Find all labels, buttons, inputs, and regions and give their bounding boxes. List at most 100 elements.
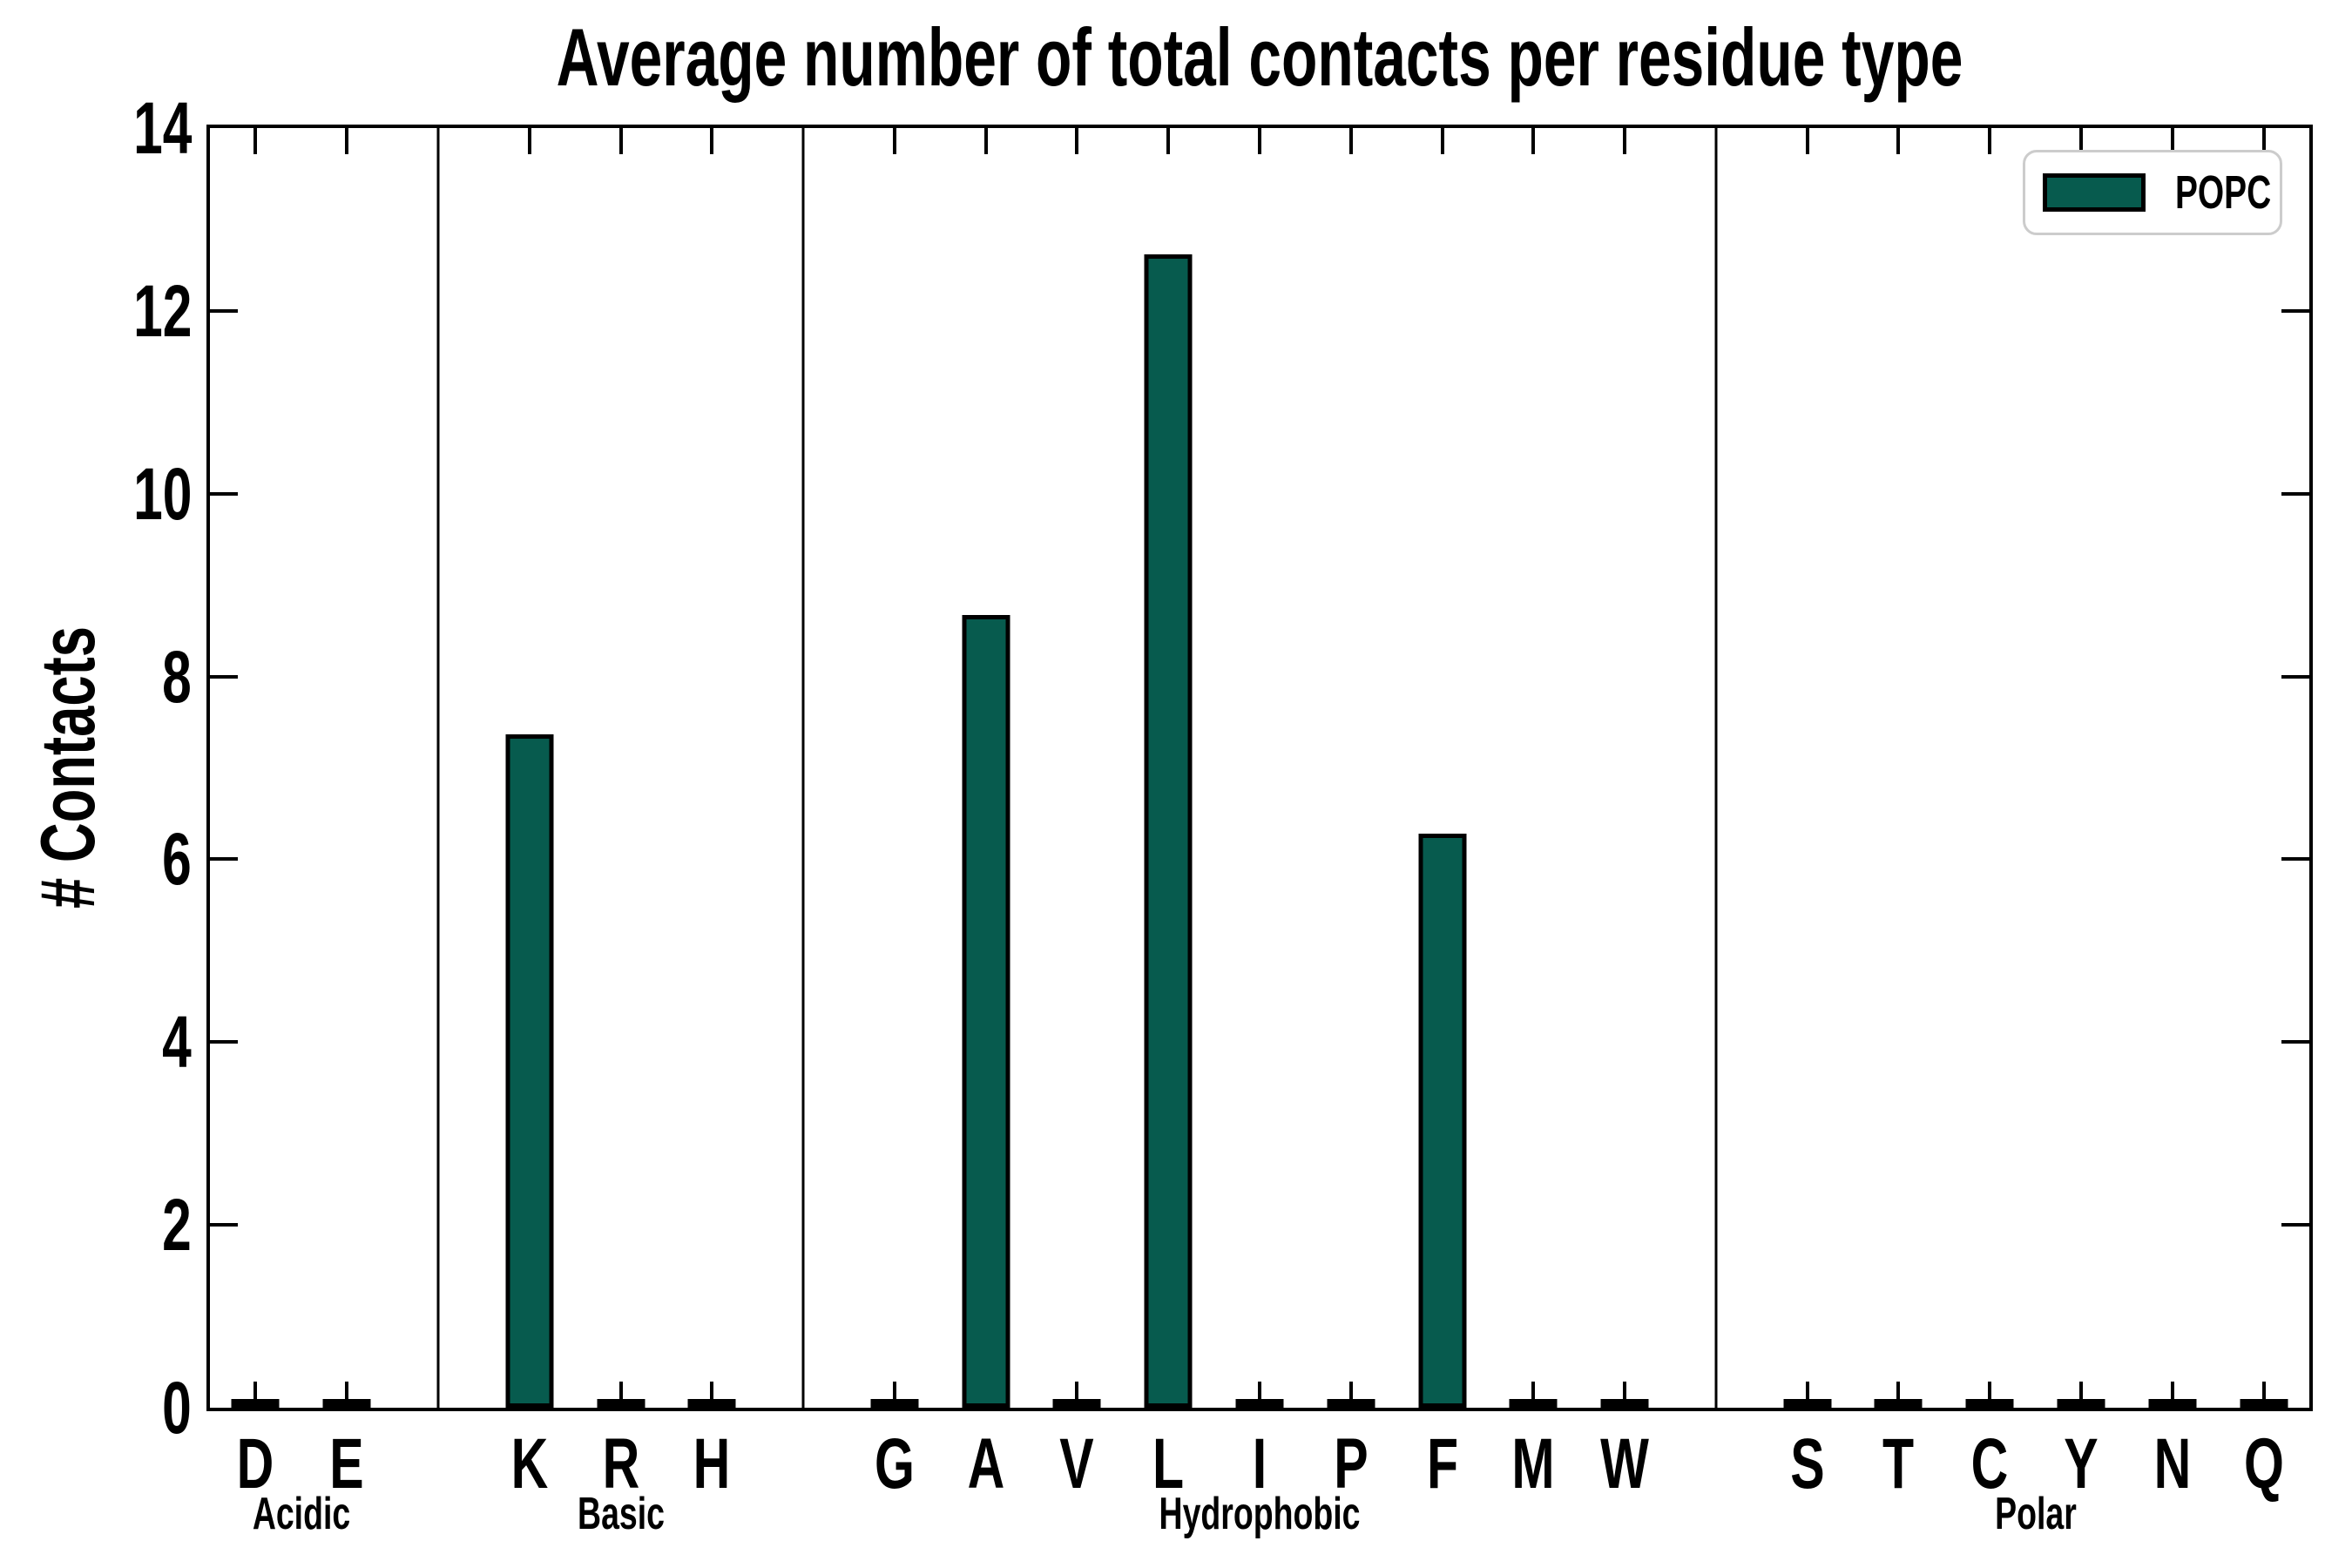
y-tick-label-text: 10: [132, 452, 192, 535]
x-tick-bottom-D: [253, 1382, 258, 1408]
x-tick-top-K: [527, 128, 531, 154]
bar-M: [1509, 1399, 1558, 1408]
bar-Y: [2057, 1399, 2105, 1408]
y-tick-left-8: [210, 674, 238, 679]
y-tick-right-2: [2281, 1223, 2309, 1227]
legend-label-text: POPC: [2175, 166, 2272, 219]
x-tick-bottom-H: [710, 1382, 714, 1408]
x-tick-label-S: S: [1783, 1429, 1831, 1500]
x-tick-top-D: [253, 128, 258, 154]
x-tick-label-text: F: [1426, 1424, 1458, 1504]
x-tick-top-I: [1258, 128, 1261, 154]
bar-V: [1052, 1399, 1101, 1408]
bar-W: [1600, 1399, 1649, 1408]
x-tick-top-M: [1531, 128, 1536, 154]
y-tick-right-6: [2281, 857, 2309, 862]
bar-T: [1874, 1399, 1923, 1408]
plot-area: [206, 125, 2313, 1411]
x-tick-top-H: [710, 128, 714, 154]
group-label-hydrophobic: Hydrophobic: [1120, 1491, 1400, 1537]
y-tick-label-12: 12: [111, 274, 192, 348]
group-label-text: Basic: [577, 1489, 665, 1539]
x-tick-bottom-Y: [2079, 1382, 2084, 1408]
x-tick-label-text: W: [1600, 1424, 1649, 1504]
x-tick-bottom-I: [1258, 1382, 1261, 1408]
group-label-basic: Basic: [560, 1491, 681, 1537]
y-tick-left-12: [210, 308, 238, 313]
y-tick-left-2: [210, 1223, 238, 1227]
y-tick-label-6: 6: [151, 822, 192, 896]
x-tick-top-R: [618, 128, 623, 154]
x-tick-label-D: D: [230, 1429, 281, 1500]
y-tick-label-2: 2: [151, 1188, 192, 1261]
x-tick-label-text: A: [967, 1424, 1004, 1504]
y-tick-label-text: 8: [162, 635, 192, 718]
x-tick-bottom-T: [1896, 1382, 1901, 1408]
x-tick-label-T: T: [1876, 1429, 1920, 1500]
bar-D: [231, 1399, 280, 1408]
group-separator-line: [801, 128, 805, 1408]
x-tick-top-F: [1440, 128, 1444, 154]
bar-A: [962, 615, 1010, 1408]
x-tick-bottom-N: [2170, 1382, 2174, 1408]
x-tick-bottom-M: [1531, 1382, 1536, 1408]
x-tick-top-P: [1348, 128, 1353, 154]
bar-F: [1418, 834, 1467, 1408]
x-tick-label-N: N: [2146, 1429, 2198, 1500]
x-tick-top-C: [1988, 128, 1992, 154]
y-tick-right-10: [2281, 491, 2309, 496]
x-tick-bottom-R: [618, 1382, 623, 1408]
x-tick-label-text: I: [1252, 1424, 1267, 1504]
x-tick-top-E: [345, 128, 349, 154]
x-tick-label-text: R: [602, 1424, 639, 1504]
x-tick-label-text: C: [1970, 1424, 2009, 1504]
x-tick-label-Q: Q: [2236, 1429, 2292, 1500]
group-label-polar: Polar: [1979, 1491, 2092, 1537]
x-tick-label-K: K: [504, 1429, 555, 1500]
x-tick-top-T: [1896, 128, 1901, 154]
y-tick-label-text: 14: [132, 87, 192, 169]
x-tick-label-E: E: [323, 1429, 371, 1500]
bar-G: [870, 1399, 919, 1408]
x-tick-label-I: I: [1250, 1429, 1270, 1500]
legend-label: POPC: [2175, 169, 2308, 216]
x-tick-top-V: [1075, 128, 1079, 154]
bar-L: [1144, 254, 1193, 1408]
x-tick-label-text: S: [1789, 1424, 1825, 1504]
x-tick-bottom-W: [1623, 1382, 1627, 1408]
y-tick-left-10: [210, 491, 238, 496]
x-tick-label-R: R: [595, 1429, 646, 1500]
bar-Q: [2240, 1399, 2288, 1408]
y-tick-left-6: [210, 857, 238, 862]
y-axis-label: # Contacts: [24, 571, 112, 963]
y-tick-label-0: 0: [151, 1371, 192, 1444]
x-tick-label-M: M: [1504, 1429, 1563, 1500]
y-tick-label-text: 4: [162, 1001, 192, 1084]
bar-H: [687, 1399, 736, 1408]
x-tick-label-text: E: [329, 1424, 364, 1504]
x-tick-label-text: Q: [2243, 1424, 2284, 1504]
x-tick-label-text: L: [1152, 1424, 1185, 1504]
y-tick-label-text: 2: [162, 1184, 192, 1267]
legend: POPC: [2023, 150, 2282, 235]
x-tick-top-Y: [2079, 128, 2084, 154]
x-tick-top-S: [1805, 128, 1809, 154]
chart-title-text: Average number of total contacts per res…: [556, 11, 1963, 103]
group-label-text: Acidic: [252, 1489, 350, 1539]
x-tick-bottom-G: [892, 1382, 896, 1408]
y-tick-right-12: [2281, 308, 2309, 313]
x-tick-label-text: G: [874, 1424, 915, 1504]
x-tick-bottom-V: [1075, 1382, 1079, 1408]
x-tick-label-text: P: [1334, 1424, 1369, 1504]
x-tick-label-text: H: [693, 1424, 731, 1504]
y-tick-label-8: 8: [151, 640, 192, 713]
group-label-text: Polar: [1994, 1489, 2077, 1539]
group-label-text: Hydrophobic: [1159, 1489, 1361, 1539]
x-tick-label-text: Y: [2064, 1424, 2099, 1504]
x-tick-bottom-P: [1348, 1382, 1353, 1408]
bar-N: [2148, 1399, 2197, 1408]
x-tick-top-G: [892, 128, 896, 154]
x-tick-top-N: [2170, 128, 2174, 154]
x-tick-label-W: W: [1591, 1429, 1658, 1500]
